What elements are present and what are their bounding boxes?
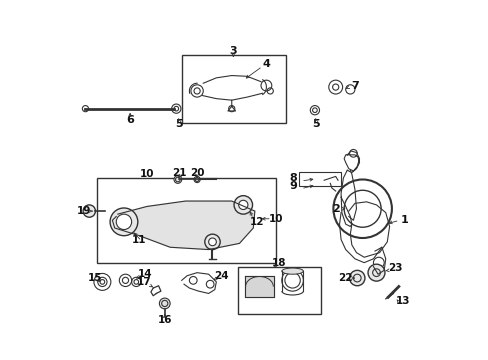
Circle shape — [194, 176, 200, 183]
Text: 20: 20 — [189, 168, 204, 178]
Circle shape — [349, 270, 364, 286]
Bar — [298, 172, 341, 186]
Text: 9: 9 — [289, 181, 297, 192]
Circle shape — [174, 176, 182, 183]
Text: 23: 23 — [387, 263, 402, 273]
Circle shape — [234, 195, 252, 214]
Circle shape — [238, 200, 247, 210]
Text: 18: 18 — [272, 258, 286, 267]
Ellipse shape — [281, 268, 303, 274]
Text: 19: 19 — [77, 206, 91, 216]
Text: 21: 21 — [172, 168, 186, 178]
Text: 7: 7 — [350, 81, 358, 91]
Text: 6: 6 — [126, 115, 134, 125]
Polygon shape — [112, 201, 254, 249]
Text: 3: 3 — [229, 46, 237, 56]
Circle shape — [159, 298, 170, 309]
Text: 10: 10 — [268, 214, 283, 224]
Text: 14: 14 — [138, 269, 153, 279]
Circle shape — [204, 234, 220, 249]
Bar — [238, 266, 321, 314]
Circle shape — [333, 180, 391, 238]
Text: 17: 17 — [136, 277, 151, 287]
Text: 4: 4 — [262, 59, 270, 69]
Text: 2: 2 — [331, 204, 339, 214]
Text: 8: 8 — [289, 173, 297, 183]
Circle shape — [116, 214, 131, 230]
Text: 22: 22 — [338, 273, 352, 283]
Text: 5: 5 — [312, 119, 320, 129]
Circle shape — [110, 208, 138, 236]
Text: 24: 24 — [214, 271, 228, 281]
Text: 1: 1 — [400, 215, 408, 225]
Text: 15: 15 — [87, 273, 102, 283]
Text: 10: 10 — [140, 169, 154, 179]
Text: 13: 13 — [395, 296, 410, 306]
Text: 5: 5 — [175, 119, 183, 129]
Circle shape — [344, 190, 380, 227]
Bar — [97, 178, 275, 263]
Bar — [182, 55, 285, 122]
Text: 16: 16 — [157, 315, 172, 325]
Circle shape — [208, 238, 216, 246]
Circle shape — [367, 264, 384, 281]
Text: 12: 12 — [249, 217, 264, 227]
Circle shape — [83, 205, 95, 217]
Text: 11: 11 — [132, 235, 146, 244]
Polygon shape — [244, 276, 274, 297]
